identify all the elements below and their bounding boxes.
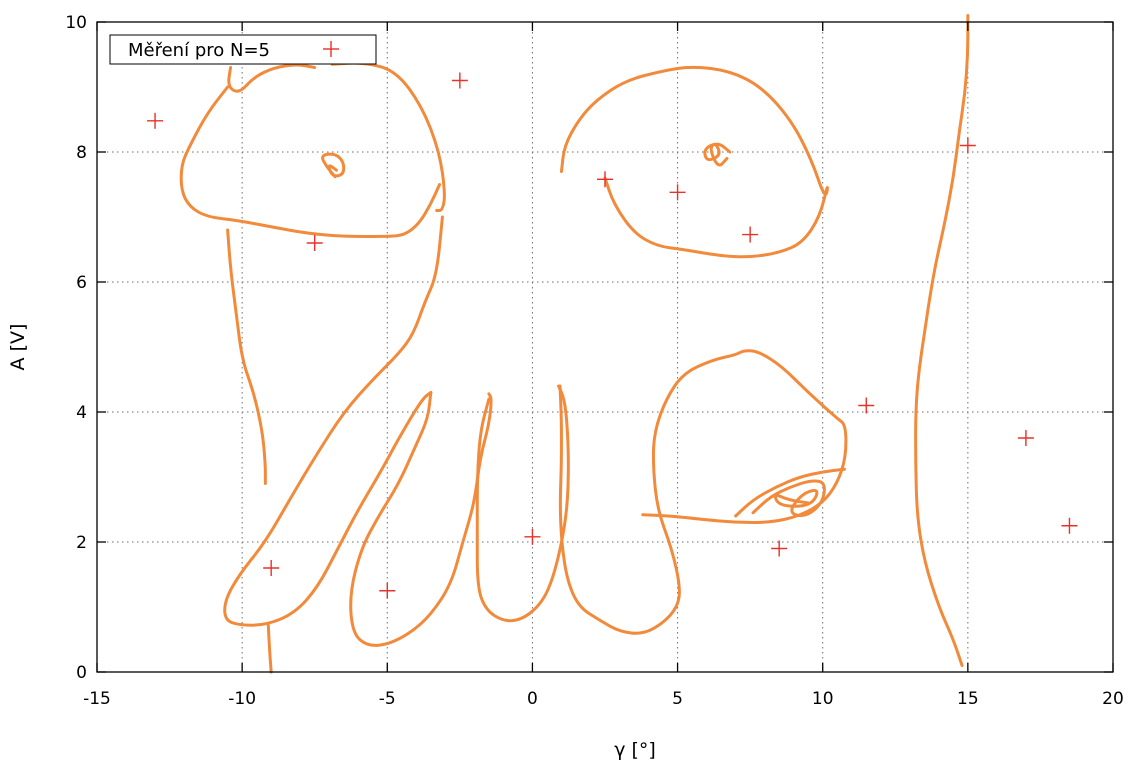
x-tick-label: 0: [527, 689, 538, 709]
x-tick-label: 10: [812, 689, 834, 709]
x-tick-label: -10: [228, 689, 256, 709]
data-point: [858, 397, 875, 414]
data-point: [742, 226, 759, 243]
data-point: [771, 540, 788, 557]
data-point: [669, 184, 686, 201]
data-point: [263, 560, 280, 576]
data-point: [524, 528, 541, 545]
data-markers: [147, 72, 1078, 599]
y-tick-label: 0: [76, 663, 87, 683]
freehand-stroke: [321, 152, 346, 179]
x-axis-label: γ [°]: [614, 739, 656, 761]
freehand-stroke: [559, 65, 829, 259]
legend-plus-marker: [323, 41, 339, 57]
x-tick-label: -5: [379, 689, 396, 709]
freehand-stroke: [703, 142, 732, 167]
y-tick-label: 4: [76, 403, 87, 423]
freehand-stroke: [751, 479, 826, 518]
freehand-stroke: [914, 14, 970, 667]
y-tick-label: 6: [76, 273, 87, 293]
freehand-stroke: [734, 467, 846, 518]
freehand-stroke: [266, 623, 273, 674]
x-tick-label: 15: [957, 689, 979, 709]
data-point: [147, 112, 164, 129]
freehand-stroke: [558, 349, 848, 635]
freehand-stroke: [179, 85, 442, 238]
data-point: [306, 235, 323, 251]
x-tick-label: 20: [1102, 689, 1124, 709]
x-tick-label: -15: [83, 689, 111, 709]
freehand-stroke: [227, 63, 317, 93]
axis-ticks: -15 -10 -5 0 5 10 15 20 0 2 4 6 8 10: [65, 13, 1123, 709]
legend-entry-label: Měření pro N=5: [128, 40, 270, 61]
freehand-stroke: [226, 228, 267, 485]
y-axis-label: A [V]: [7, 324, 29, 371]
freehand-stroke: [475, 384, 570, 623]
data-point: [451, 72, 468, 89]
freehand-stroke: [223, 215, 444, 627]
legend-marker: [323, 41, 339, 57]
data-point: [959, 137, 976, 154]
legend: Měření pro N=5: [109, 34, 377, 65]
y-tick-label: 8: [76, 143, 87, 163]
freehand-drawing: [179, 14, 970, 674]
data-point: [597, 171, 613, 188]
freehand-stroke: [349, 391, 493, 647]
y-tick-label: 10: [65, 13, 87, 33]
plot-frame: [96, 21, 1114, 673]
data-point: [1017, 430, 1034, 446]
y-tick-label: 2: [76, 533, 87, 553]
x-tick-label: 5: [672, 689, 683, 709]
freehand-stroke: [330, 61, 446, 212]
data-point: [379, 582, 396, 599]
data-point: [1061, 517, 1078, 534]
